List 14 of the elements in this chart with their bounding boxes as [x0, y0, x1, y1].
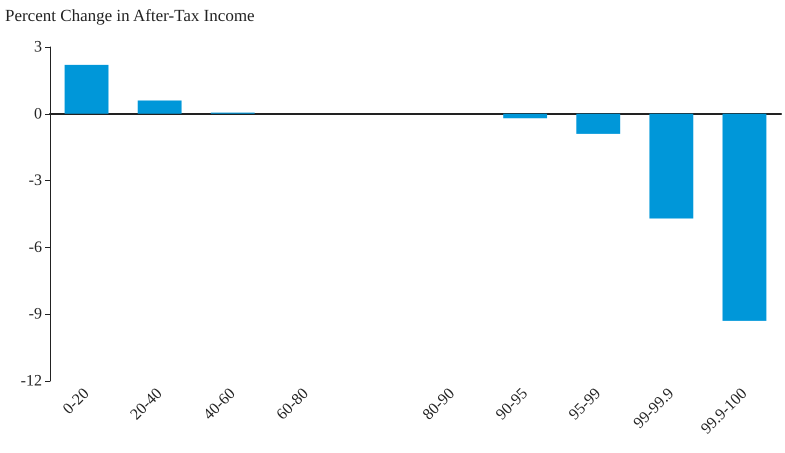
bar	[649, 114, 694, 218]
y-tick-label: 3	[34, 38, 42, 56]
bar	[64, 64, 108, 114]
bar	[722, 114, 766, 321]
chart-title: Percent Change in After-Tax Income	[5, 6, 255, 25]
bar	[576, 114, 620, 134]
bar	[503, 114, 548, 118]
y-tick-label: 0	[34, 105, 42, 122]
y-tick-label: -12	[20, 372, 42, 390]
x-tick-label: 0-20	[60, 384, 93, 418]
y-tick-label: -9	[28, 306, 42, 323]
bar	[138, 100, 182, 114]
y-tick-label: -3	[28, 172, 42, 190]
y-tick-label: -6	[28, 238, 42, 256]
